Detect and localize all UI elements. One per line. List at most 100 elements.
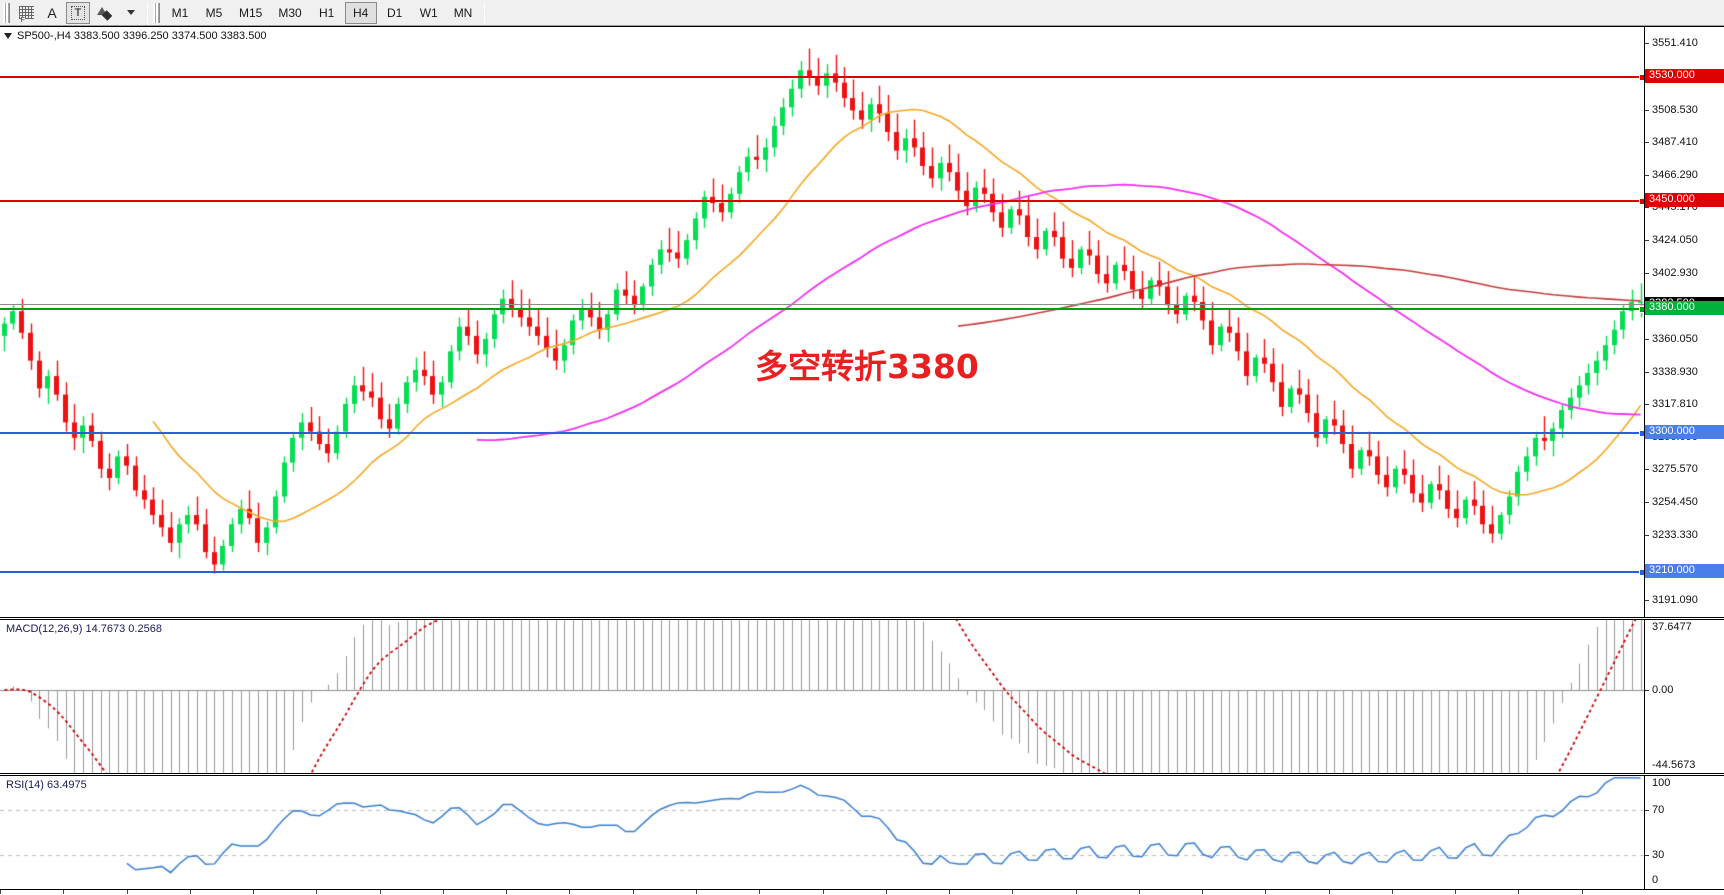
macd-plot[interactable]: MACD(12,26,9) 14.7673 0.2568 (0, 620, 1645, 773)
timeframe-group: M1 M5 M15 M30 H1 H4 D1 W1 MN (163, 1, 480, 24)
time-tick (190, 890, 191, 894)
price-tick: 3508.530 (1645, 104, 1698, 116)
crosshair-grid-icon[interactable] (14, 2, 38, 24)
horizontal-line-3382.5[interactable] (0, 304, 1644, 305)
chart-area: SP500-,H4 3383.500 3396.250 3374.500 338… (0, 26, 1724, 895)
time-tick (1202, 890, 1203, 894)
time-axis[interactable]: 17 Sep 202021 Sep 00:0022 Sep 08:0023 Se… (0, 890, 1724, 895)
price-tick: 3551.410 (1645, 38, 1698, 49)
textbox-tool-button[interactable]: T (66, 1, 90, 24)
time-tick (1518, 890, 1519, 894)
timeframe-h4[interactable]: H4 (344, 1, 377, 24)
rsi-pane: RSI(14) 63.4975 100 70 30 0 (0, 775, 1724, 890)
line-handle[interactable] (1639, 198, 1644, 205)
horizontal-line-3380[interactable] (0, 306, 1644, 313)
time-tick (823, 890, 824, 894)
price-tag-3210-000[interactable]: 3210.000 (1645, 563, 1724, 578)
price-tick: 3338.930 (1645, 366, 1698, 378)
price-tick: 3424.050 (1645, 235, 1698, 246)
time-tick (633, 890, 634, 894)
timeframe-h1[interactable]: H1 (319, 5, 335, 20)
time-tick (1582, 890, 1583, 894)
rsi-tick: 70 (1645, 804, 1664, 816)
toolbar-grip[interactable] (3, 2, 10, 23)
price-tick: 3275.570 (1645, 464, 1698, 475)
price-tick: 3317.810 (1645, 399, 1698, 410)
macd-tick: -44.5673 (1652, 759, 1696, 771)
price-pane: SP500-,H4 3383.500 3396.250 3374.500 338… (0, 26, 1724, 618)
timeframe-mn[interactable]: MN (453, 5, 473, 20)
timeframe-m1[interactable]: M1 (171, 5, 189, 20)
time-tick (380, 890, 381, 894)
price-tick: 3233.330 (1645, 529, 1698, 541)
time-tick (253, 890, 254, 894)
time-tick (1265, 890, 1266, 894)
timeframe-grip[interactable] (153, 2, 160, 23)
line-handle[interactable] (1639, 306, 1644, 313)
price-tag-3380-000[interactable]: 3380.000 (1645, 301, 1724, 316)
price-tick: 3402.930 (1645, 267, 1698, 279)
time-tick (0, 890, 1, 894)
timeframe-m5[interactable]: M5 (205, 5, 223, 20)
toolbar-divider-2 (484, 2, 486, 23)
collapse-caret-icon[interactable] (4, 33, 12, 39)
price-pane-label: SP500-,H4 3383.500 3396.250 3374.500 338… (4, 30, 267, 42)
rsi-tick: 100 (1652, 777, 1671, 789)
time-tick (443, 890, 444, 894)
macd-pane-label: MACD(12,26,9) 14.7673 0.2568 (6, 623, 162, 635)
price-tick: 3466.290 (1645, 169, 1698, 181)
horizontal-line-3450[interactable] (0, 198, 1644, 205)
text-tool-button[interactable]: A (47, 4, 57, 21)
timeframe-d1[interactable]: D1 (387, 5, 403, 20)
line-handle[interactable] (1639, 569, 1644, 576)
time-tick (1392, 890, 1393, 894)
time-tick (1139, 890, 1140, 894)
time-tick (1329, 890, 1330, 894)
horizontal-line-3300[interactable] (0, 430, 1644, 437)
time-tick (949, 890, 950, 894)
time-tick (1012, 890, 1013, 894)
toolbar: A T M1 M5 M15 M30 H1 H4 D1 W1 MN (0, 0, 1724, 26)
line-handle[interactable] (1639, 430, 1644, 437)
rsi-tick: 0 (1652, 874, 1659, 886)
price-tag-3300-000[interactable]: 3300.000 (1645, 424, 1724, 439)
price-tick: 3487.410 (1645, 137, 1698, 148)
rsi-tick: 30 (1645, 850, 1664, 861)
macd-tick: 37.6477 (1652, 621, 1692, 633)
symbol-ohlc-text: SP500-,H4 3383.500 3396.250 3374.500 338… (17, 30, 267, 42)
timeframe-m30[interactable]: M30 (278, 5, 302, 20)
rsi-plot[interactable]: RSI(14) 63.4975 (0, 776, 1645, 889)
time-tick (886, 890, 887, 894)
time-tick (127, 890, 128, 894)
rsi-axis[interactable]: 100 70 30 0 (1645, 776, 1724, 889)
time-tick (63, 890, 64, 894)
time-tick (569, 890, 570, 894)
timeframe-m15[interactable]: M15 (239, 5, 263, 20)
shapes-tool-button[interactable] (92, 2, 116, 24)
price-tick: 3445.170 (1645, 202, 1698, 213)
price-tick: 3360.050 (1645, 333, 1698, 345)
rsi-pane-label: RSI(14) 63.4975 (6, 779, 87, 791)
price-axis[interactable]: 3551.410 3508.530 3487.410 3466.290 3445.170… (1645, 27, 1724, 617)
line-handle[interactable] (1639, 74, 1644, 81)
time-tick (506, 890, 507, 894)
time-tick (1455, 890, 1456, 894)
chart-annotation: 多空转折3380 (755, 347, 979, 387)
time-tick (316, 890, 317, 894)
toolbar-divider (147, 2, 148, 23)
horizontal-line-3530[interactable] (0, 74, 1644, 81)
time-tick (696, 890, 697, 894)
timeframe-w1[interactable]: W1 (419, 5, 438, 20)
price-tick: 3191.090 (1645, 594, 1698, 606)
time-tick (759, 890, 760, 894)
price-plot[interactable]: SP500-,H4 3383.500 3396.250 3374.500 338… (0, 27, 1645, 617)
macd-axis[interactable]: 37.6477 0.00 -44.5673 (1645, 620, 1724, 773)
macd-tick: 0.00 (1645, 685, 1673, 696)
horizontal-line-3210[interactable] (0, 569, 1644, 576)
price-tag-3530-000[interactable]: 3530.000 (1645, 69, 1724, 84)
macd-pane: MACD(12,26,9) 14.7673 0.2568 37.6477 0.00… (0, 619, 1724, 774)
shapes-dropdown-button[interactable] (118, 2, 142, 24)
price-tick: 3254.450 (1645, 497, 1698, 508)
price-tag-3450-000[interactable]: 3450.000 (1645, 192, 1724, 207)
